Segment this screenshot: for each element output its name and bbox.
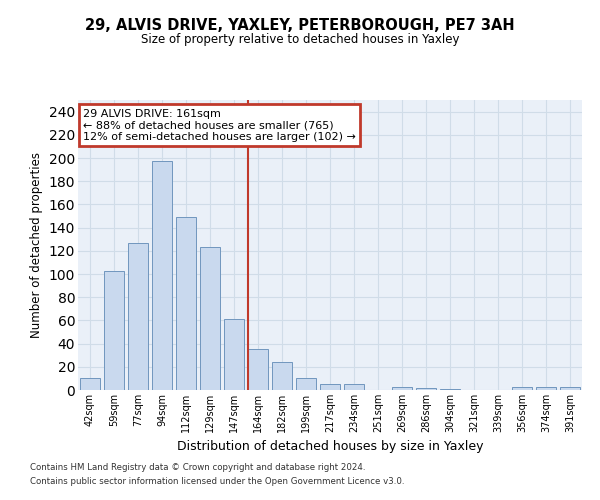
Text: Contains public sector information licensed under the Open Government Licence v3: Contains public sector information licen… (30, 477, 404, 486)
Bar (320, 384, 340, 390)
Bar (560, 386, 580, 390)
Bar (392, 386, 412, 390)
Text: 29 ALVIS DRIVE: 161sqm
← 88% of detached houses are smaller (765)
12% of semi-de: 29 ALVIS DRIVE: 161sqm ← 88% of detached… (83, 108, 356, 142)
Text: Size of property relative to detached houses in Yaxley: Size of property relative to detached ho… (141, 32, 459, 46)
Bar (416, 388, 436, 390)
Bar (104, 270, 124, 390)
Bar (440, 389, 460, 390)
Bar (176, 217, 196, 390)
Bar (536, 386, 556, 390)
Text: 29, ALVIS DRIVE, YAXLEY, PETERBOROUGH, PE7 3AH: 29, ALVIS DRIVE, YAXLEY, PETERBOROUGH, P… (85, 18, 515, 32)
Bar (344, 384, 364, 390)
Bar (80, 378, 100, 390)
Bar (296, 378, 316, 390)
Bar (152, 162, 172, 390)
Bar (200, 248, 220, 390)
Text: Contains HM Land Registry data © Crown copyright and database right 2024.: Contains HM Land Registry data © Crown c… (30, 464, 365, 472)
X-axis label: Distribution of detached houses by size in Yaxley: Distribution of detached houses by size … (177, 440, 483, 454)
Bar (272, 362, 292, 390)
Bar (224, 319, 244, 390)
Bar (248, 350, 268, 390)
Y-axis label: Number of detached properties: Number of detached properties (30, 152, 43, 338)
Bar (512, 386, 532, 390)
Bar (128, 242, 148, 390)
